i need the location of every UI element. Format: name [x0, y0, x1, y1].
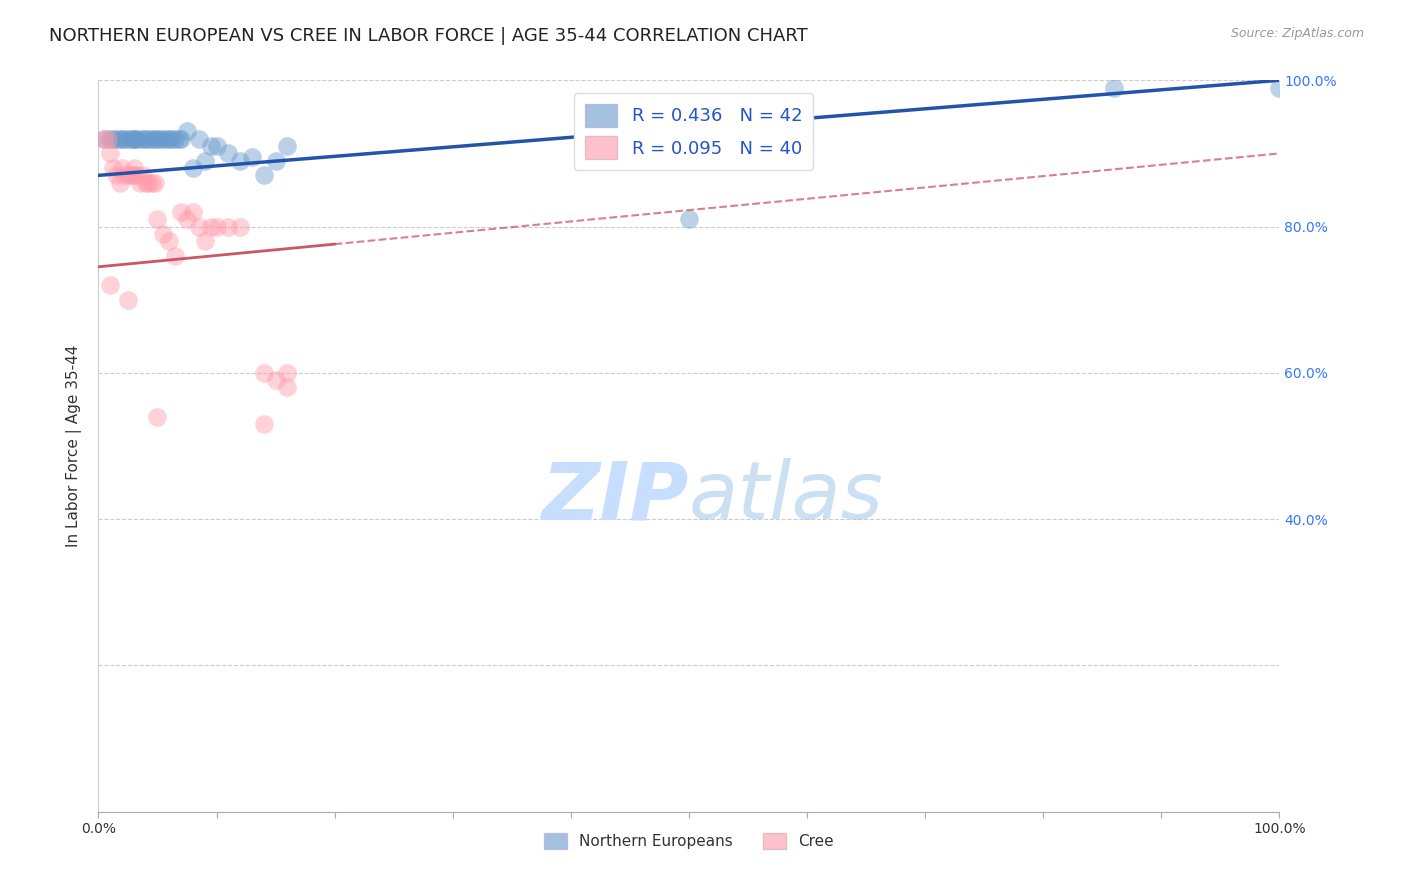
- Point: [98, 132, 121, 146]
- Point: [125, 169, 148, 183]
- Point: [217, 146, 239, 161]
- Point: [112, 169, 135, 183]
- Text: atlas: atlas: [689, 458, 884, 536]
- Point: [200, 219, 222, 234]
- Point: [165, 132, 187, 146]
- Point: [194, 153, 217, 168]
- Point: [128, 176, 150, 190]
- Point: [135, 176, 157, 190]
- Point: [146, 409, 169, 424]
- Point: [132, 132, 155, 146]
- Point: [122, 169, 145, 183]
- Point: [146, 212, 169, 227]
- Point: [132, 169, 155, 183]
- Point: [146, 132, 169, 146]
- Point: [97, 132, 120, 146]
- Point: [156, 132, 179, 146]
- Text: NORTHERN EUROPEAN VS CREE IN LABOR FORCE | AGE 35-44 CORRELATION CHART: NORTHERN EUROPEAN VS CREE IN LABOR FORCE…: [49, 27, 808, 45]
- Point: [93, 132, 115, 146]
- Point: [122, 132, 145, 146]
- Point: [181, 205, 204, 219]
- Point: [170, 205, 193, 219]
- Point: [240, 150, 263, 164]
- Point: [108, 176, 131, 190]
- Point: [157, 132, 180, 146]
- Point: [157, 234, 180, 248]
- Y-axis label: In Labor Force | Age 35-44: In Labor Force | Age 35-44: [66, 345, 83, 547]
- Point: [167, 132, 190, 146]
- Point: [276, 139, 298, 153]
- Point: [121, 132, 143, 146]
- Point: [205, 139, 228, 153]
- Point: [143, 176, 166, 190]
- Point: [105, 169, 128, 183]
- Point: [229, 219, 252, 234]
- Point: [117, 169, 139, 183]
- Point: [141, 132, 163, 146]
- Point: [98, 278, 121, 293]
- Point: [149, 132, 172, 146]
- Legend: Northern Europeans, Cree: Northern Europeans, Cree: [537, 827, 841, 855]
- Point: [1268, 80, 1291, 95]
- Point: [122, 161, 145, 175]
- Point: [176, 212, 198, 227]
- Point: [205, 219, 228, 234]
- Point: [1102, 80, 1125, 95]
- Point: [187, 132, 209, 146]
- Point: [143, 132, 166, 146]
- Point: [125, 132, 148, 146]
- Point: [128, 132, 150, 146]
- Point: [152, 227, 174, 241]
- Point: [112, 132, 135, 146]
- Point: [187, 219, 209, 234]
- Point: [229, 153, 252, 168]
- Point: [136, 176, 159, 190]
- Point: [152, 132, 174, 146]
- Point: [253, 169, 276, 183]
- Point: [200, 139, 222, 153]
- Point: [117, 293, 139, 307]
- Point: [111, 161, 134, 175]
- Point: [111, 132, 134, 146]
- Point: [253, 417, 276, 431]
- Point: [217, 219, 239, 234]
- Point: [117, 132, 139, 146]
- Point: [101, 161, 124, 175]
- Point: [141, 176, 163, 190]
- Point: [253, 366, 276, 380]
- Text: Source: ZipAtlas.com: Source: ZipAtlas.com: [1230, 27, 1364, 40]
- Point: [101, 132, 124, 146]
- Point: [170, 132, 193, 146]
- Point: [93, 132, 115, 146]
- Point: [678, 212, 700, 227]
- Point: [276, 366, 298, 380]
- Point: [176, 124, 198, 138]
- Point: [276, 380, 298, 394]
- Point: [108, 132, 131, 146]
- Point: [121, 169, 143, 183]
- Point: [135, 132, 157, 146]
- Point: [181, 161, 204, 175]
- Text: ZIP: ZIP: [541, 458, 689, 536]
- Point: [98, 146, 121, 161]
- Point: [194, 234, 217, 248]
- Point: [136, 132, 159, 146]
- Point: [105, 132, 128, 146]
- Point: [165, 249, 187, 263]
- Point: [264, 373, 287, 387]
- Point: [122, 132, 145, 146]
- Point: [160, 132, 183, 146]
- Point: [264, 153, 287, 168]
